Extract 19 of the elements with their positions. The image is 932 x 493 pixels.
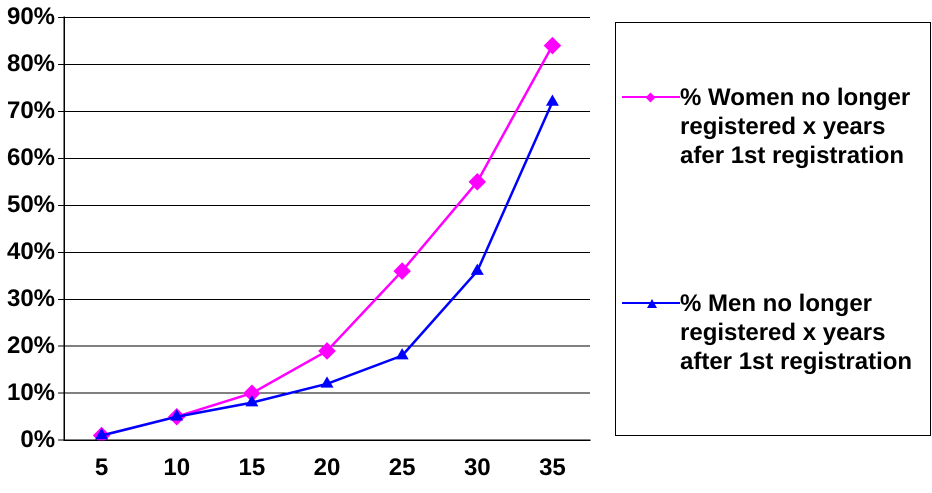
y-tick-label: 40% <box>6 238 56 265</box>
x-tick-label: 5 <box>94 454 108 482</box>
y-tick-label: 20% <box>6 332 56 359</box>
x-tick-label: 15 <box>238 454 266 482</box>
y-tick-label: 60% <box>6 144 56 171</box>
x-tick-label: 35 <box>539 454 566 482</box>
y-tick-label: 90% <box>6 3 56 30</box>
y-tick-label: 50% <box>6 190 56 218</box>
y-tick-label: 80% <box>6 50 56 78</box>
y-tick-label: 0% <box>20 426 56 453</box>
legend-label: % Women no longer registered x years afer 1st registration <box>680 82 912 170</box>
y-tick-label: 30% <box>6 284 56 312</box>
y-tick-label: 10% <box>6 378 56 406</box>
y-tick-label: 70% <box>6 96 56 124</box>
x-tick-label: 25 <box>388 454 416 482</box>
x-tick-label: 30 <box>464 454 491 482</box>
legend-label: % Men no longer registered x years after 1st registration <box>680 288 914 376</box>
x-tick-label: 10 <box>163 454 190 482</box>
x-tick-label: 20 <box>314 454 340 482</box>
